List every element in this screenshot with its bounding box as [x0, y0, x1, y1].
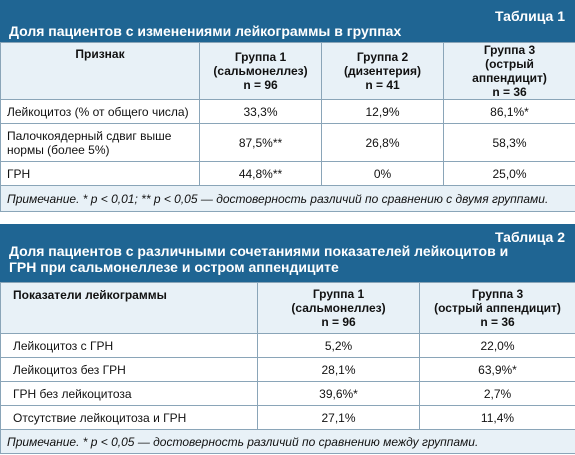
column-header-line: Группа 3 [471, 287, 524, 301]
cell-value: 86,1%* [443, 99, 575, 124]
column-header-label: Признак [75, 47, 125, 61]
cell-value: 12,9% [321, 99, 444, 124]
row-label: Лейкоцитоз с ГРН [0, 333, 258, 358]
table-note-row: Примечание. * p < 0,05 — достоверность р… [0, 429, 575, 454]
column-header-line: (острый аппендицит) [472, 57, 547, 85]
table-note-row: Примечание. * p < 0,01; ** p < 0,05 — до… [0, 185, 575, 212]
cell-value: 22,0% [419, 333, 575, 358]
table-1-header-row: Признак Группа 1 (сальмонеллез) n = 96 Г… [0, 42, 575, 100]
column-header-line: n = 41 [365, 78, 400, 92]
column-header-line: (дизентерия) [344, 64, 421, 78]
column-header-group-1: Группа 1 (сальмонеллез) n = 96 [199, 42, 322, 100]
cell-value: 44,8%** [199, 161, 322, 186]
column-header-line: Группа 1 [312, 287, 365, 301]
cell-value: 39,6%* [257, 381, 420, 406]
column-header-group-2: Группа 2 (дизентерия) n = 41 [321, 42, 444, 100]
table-1: Признак Группа 1 (сальмонеллез) n = 96 Г… [0, 42, 575, 212]
table-2-header-row: Показатели лейкограммы Группа 1 (сальмон… [0, 282, 575, 334]
table-row: ГРН без лейкоцитоза 39,6%* 2,7% [0, 381, 575, 406]
table-1-header: Таблица 1 Доля пациентов с изменениями л… [0, 0, 575, 42]
row-label: Отсутствие лейкоцитоза и ГРН [0, 405, 258, 430]
row-label: Лейкоцитоз без ГРН [0, 357, 258, 382]
table-2-note: Примечание. * p < 0,05 — достоверность р… [0, 429, 575, 454]
cell-value: 25,0% [443, 161, 575, 186]
column-header-line: (сальмонеллез) [213, 64, 308, 78]
table-row: ГРН 44,8%** 0% 25,0% [0, 161, 575, 186]
column-header-line: Группа 3 [483, 43, 536, 57]
table-row: Лейкоцитоз с ГРН 5,2% 22,0% [0, 333, 575, 358]
column-header-indicators: Показатели лейкограммы [0, 282, 258, 334]
table-row: Лейкоцитоз без ГРН 28,1% 63,9%* [0, 357, 575, 382]
table-row: Отсутствие лейкоцитоза и ГРН 27,1% 11,4% [0, 405, 575, 430]
table-2-title: Доля пациентов с различными сочетаниями … [9, 243, 509, 275]
table-2-block: Таблица 2 Доля пациентов с различными со… [0, 224, 575, 455]
column-header-group-3: Группа 3 (острый аппендицит) n = 36 [419, 282, 575, 334]
column-header-label: Показатели лейкограммы [13, 288, 167, 302]
cell-value: 33,3% [199, 99, 322, 124]
column-header-group-3: Группа 3 (острый аппендицит) n = 36 [443, 42, 575, 100]
column-header-line: n = 36 [492, 85, 527, 99]
cell-value: 87,5%** [199, 123, 322, 162]
cell-value: 0% [321, 161, 444, 186]
cell-value: 27,1% [257, 405, 420, 430]
column-header-line: (острый аппендицит) [434, 301, 561, 315]
row-label: Палочкоядерный сдвиг выше нормы (более 5… [0, 123, 200, 162]
cell-value: 63,9%* [419, 357, 575, 382]
column-header-feature: Признак [0, 42, 200, 100]
cell-value: 26,8% [321, 123, 444, 162]
table-1-tag: Таблица 1 [494, 8, 565, 24]
table-1-note: Примечание. * p < 0,01; ** p < 0,05 — до… [0, 185, 575, 212]
table-2: Показатели лейкограммы Группа 1 (сальмон… [0, 282, 575, 454]
row-label: ГРН без лейкоцитоза [0, 381, 258, 406]
column-header-line: (сальмонеллез) [291, 301, 386, 315]
column-header-line: n = 96 [243, 78, 278, 92]
column-header-group-1: Группа 1 (сальмонеллез) n = 96 [257, 282, 420, 334]
cell-value: 58,3% [443, 123, 575, 162]
table-row: Палочкоядерный сдвиг выше нормы (более 5… [0, 123, 575, 162]
table-2-header: Таблица 2 Доля пациентов с различными со… [0, 224, 575, 282]
cell-value: 2,7% [419, 381, 575, 406]
cell-value: 5,2% [257, 333, 420, 358]
cell-value: 28,1% [257, 357, 420, 382]
cell-value: 11,4% [419, 405, 575, 430]
column-header-line: Группа 1 [234, 50, 287, 64]
column-header-line: n = 96 [321, 315, 356, 329]
table-1-block: Таблица 1 Доля пациентов с изменениями л… [0, 0, 575, 212]
row-label: Лейкоцитоз (% от общего числа) [0, 99, 200, 124]
table-row: Лейкоцитоз (% от общего числа) 33,3% 12,… [0, 99, 575, 124]
column-header-line: Группа 2 [356, 50, 409, 64]
table-2-tag: Таблица 2 [494, 229, 565, 245]
column-header-line: n = 36 [480, 315, 515, 329]
table-1-title: Доля пациентов с изменениями лейкограммы… [9, 23, 402, 39]
row-label: ГРН [0, 161, 200, 186]
